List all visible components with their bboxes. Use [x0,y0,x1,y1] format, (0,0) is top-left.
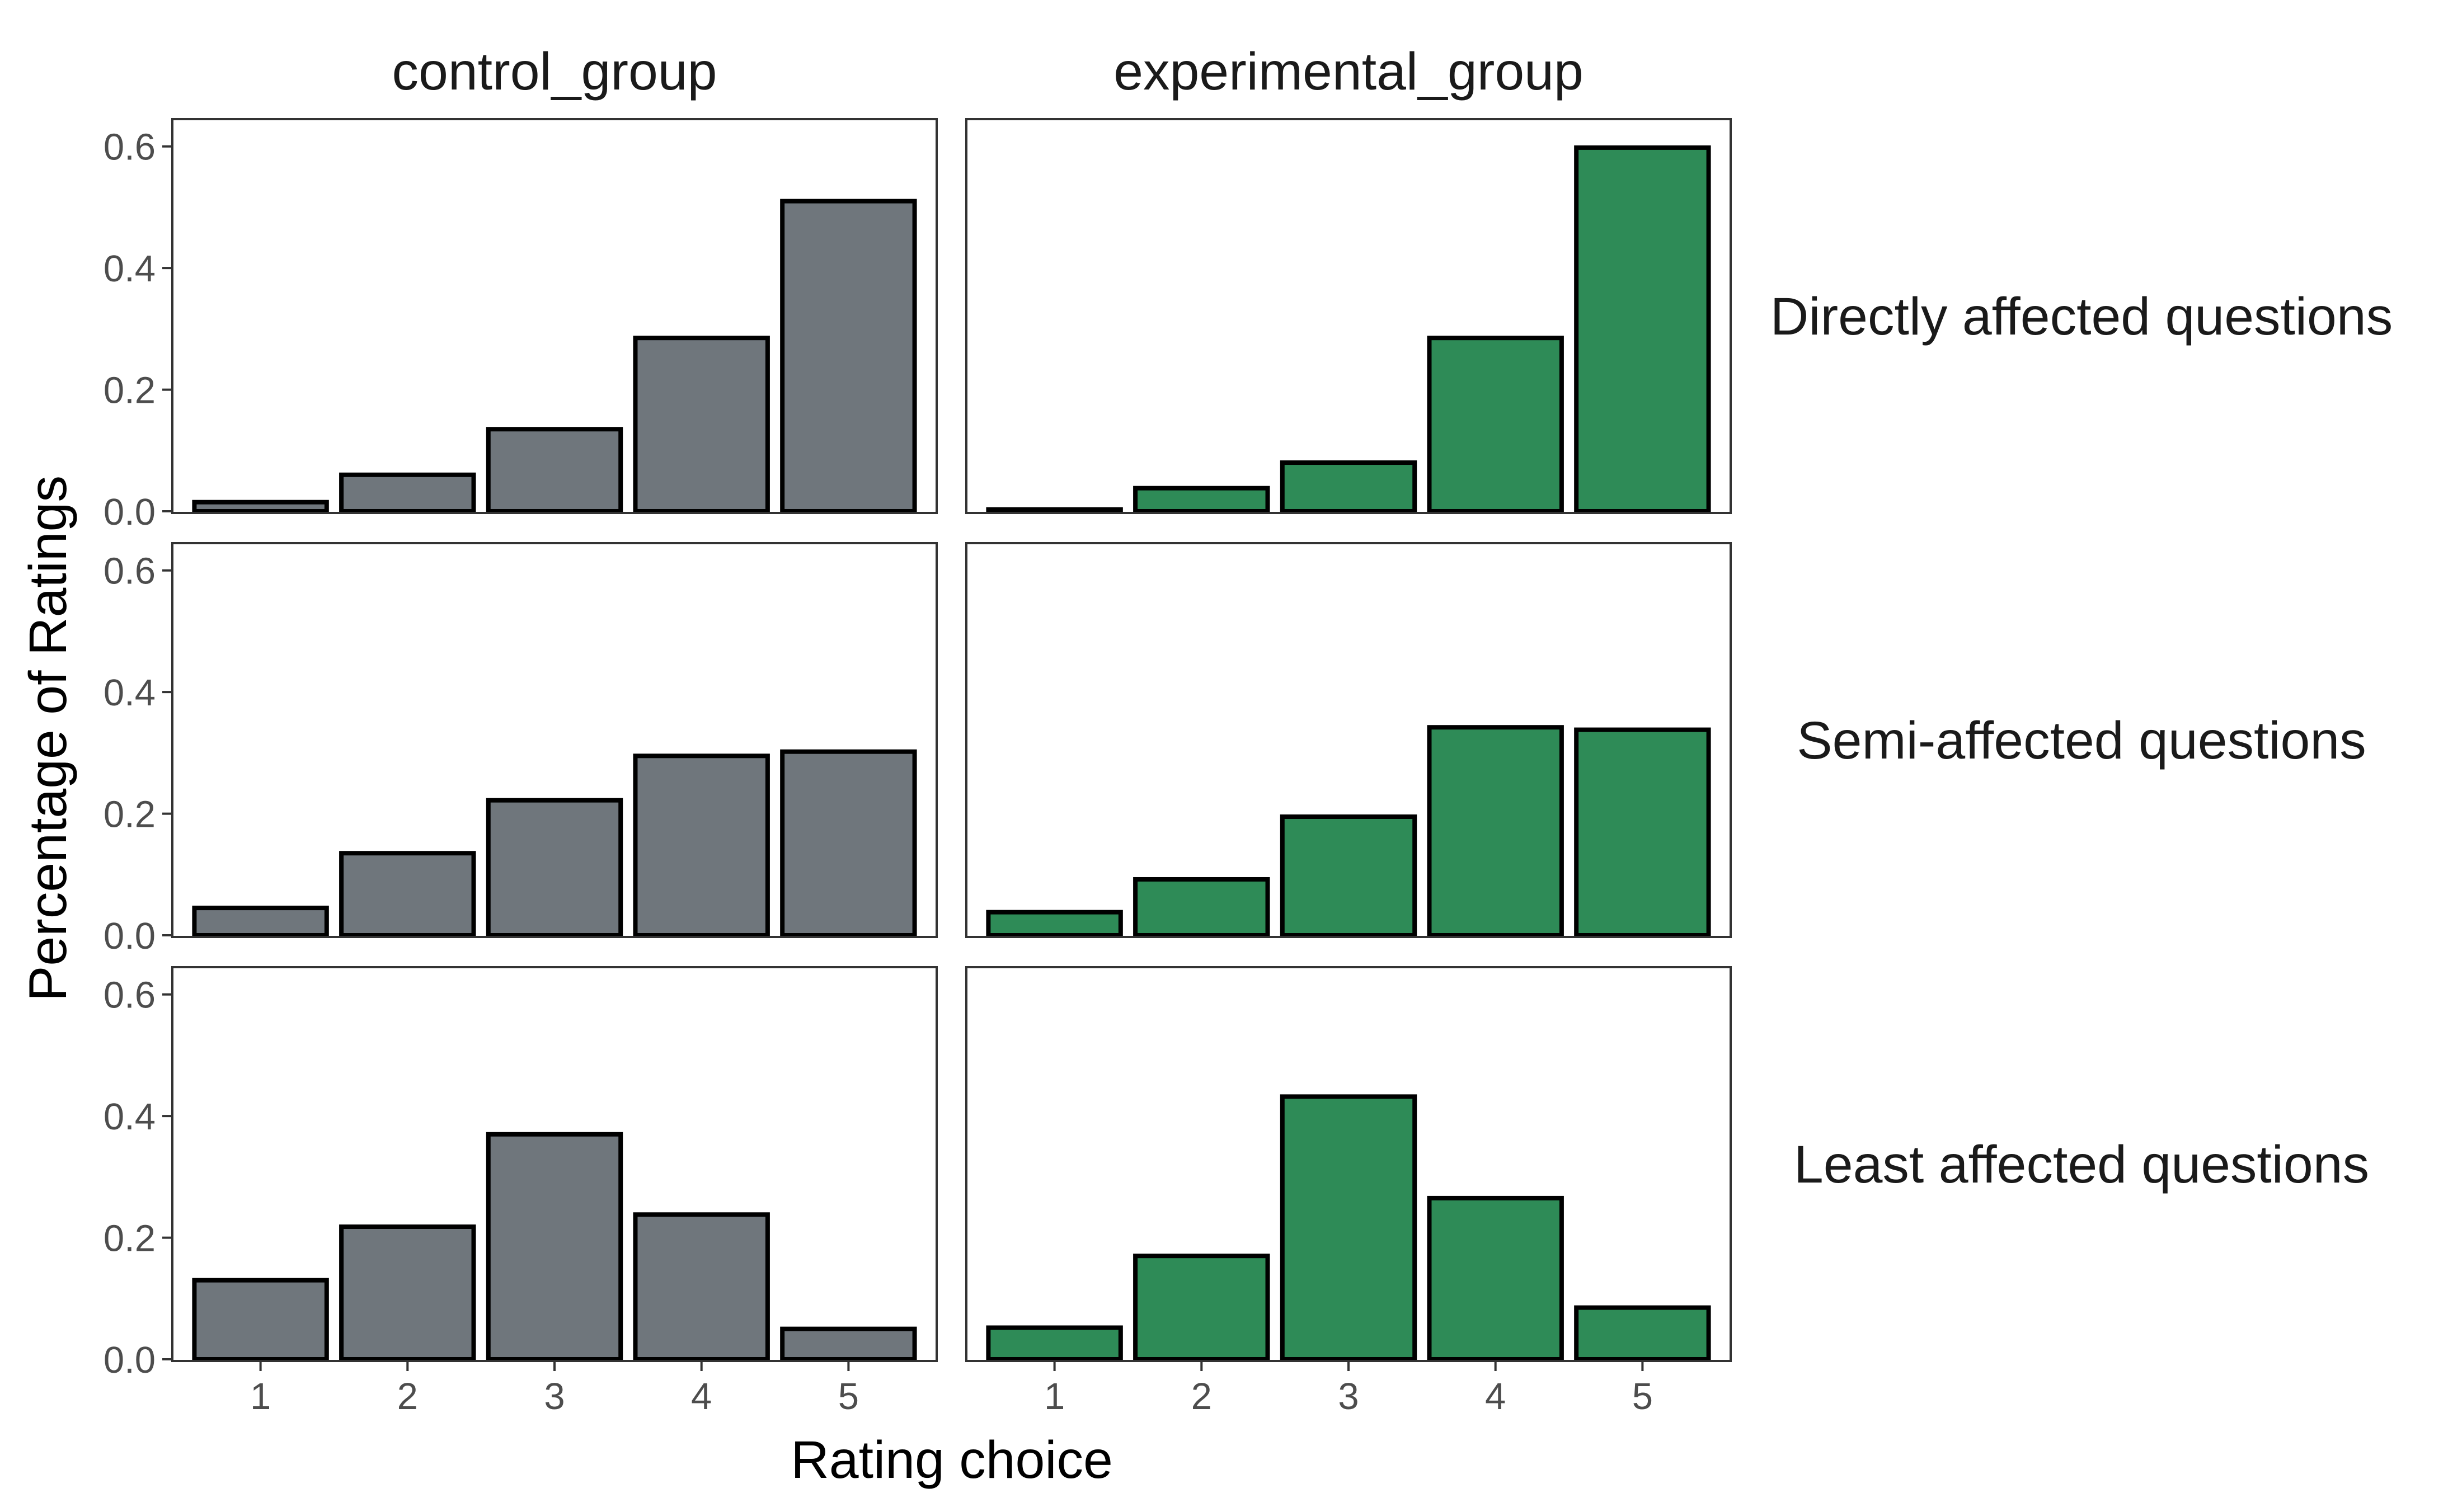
y-tick-label-row1-1: 0.2 [104,370,156,412]
y-tick-label-row2-0: 0.0 [104,915,156,957]
bar-control-group-semi-affected-questions-rating-1 [192,906,329,938]
bar-control-group-semi-affected-questions-rating-2 [339,851,476,938]
bar-experimental-group-least-affected-questions-rating-3 [1280,1094,1417,1362]
x-tick-label-control-group-5: 5 [838,1376,859,1417]
bar-experimental-group-semi-affected-questions-rating-3 [1280,814,1417,938]
x-tick-label-experimental-group-2: 2 [1191,1376,1212,1417]
strip-label-experimental-group: experimental_group [1113,42,1584,101]
y-tick-label-row1-0: 0.0 [104,491,156,533]
bar-control-group-directly-affected-questions-rating-1 [192,500,329,514]
bar-experimental-group-least-affected-questions-rating-2 [1133,1254,1270,1362]
bar-control-group-directly-affected-questions-rating-4 [633,336,770,514]
bar-experimental-group-directly-affected-questions-rating-2 [1133,486,1270,514]
y-tick-label-row2-3: 0.6 [104,550,156,592]
y-tick-label-row2-1: 0.2 [104,794,156,836]
panel-experimental-group-semi-affected-questions [965,542,1732,938]
row-label-semi-affected-questions: Semi-affected questions [1797,711,2366,770]
bar-experimental-group-directly-affected-questions-rating-1 [986,507,1123,514]
x-tick-label-experimental-group-4: 4 [1485,1376,1506,1417]
bar-experimental-group-least-affected-questions-rating-4 [1427,1195,1564,1362]
bar-control-group-least-affected-questions-rating-2 [339,1224,476,1362]
panel-control-group-semi-affected-questions [171,542,938,938]
bar-experimental-group-semi-affected-questions-rating-1 [986,910,1123,938]
facet-grid: control_group experimental_group Directly … [104,42,2393,1417]
panel-experimental-group-directly-affected-questions [965,118,1732,514]
bar-control-group-semi-affected-questions-rating-4 [633,753,770,938]
x-tick-label-experimental-group-1: 1 [1044,1376,1065,1417]
bar-experimental-group-semi-affected-questions-rating-5 [1574,727,1711,938]
bar-control-group-directly-affected-questions-rating-2 [339,472,476,514]
bar-experimental-group-semi-affected-questions-rating-4 [1427,725,1564,938]
x-tick-label-experimental-group-3: 3 [1338,1376,1359,1417]
row-label-least-affected-questions: Least affected questions [1794,1135,2369,1194]
x-tick-label-control-group-4: 4 [691,1376,712,1417]
panel-control-group-directly-affected-questions [171,118,938,514]
bar-control-group-least-affected-questions-rating-4 [633,1212,770,1362]
bar-control-group-least-affected-questions-rating-1 [192,1278,329,1362]
bar-control-group-semi-affected-questions-rating-3 [486,798,623,938]
bar-control-group-semi-affected-questions-rating-5 [780,749,917,938]
x-axis-title: Rating choice [791,1430,1113,1490]
y-tick-label-row3-1: 0.2 [104,1218,156,1260]
bar-control-group-directly-affected-questions-rating-3 [486,427,623,514]
x-tick-label-control-group-1: 1 [250,1376,271,1417]
bar-experimental-group-directly-affected-questions-rating-3 [1280,460,1417,514]
bar-experimental-group-least-affected-questions-rating-1 [986,1325,1123,1362]
strip-label-control-group: control_group [392,42,717,101]
x-tick-label-experimental-group-5: 5 [1632,1376,1653,1417]
y-tick-label-row3-3: 0.6 [104,974,156,1016]
row-label-directly-affected-questions: Directly affected questions [1770,287,2393,346]
y-tick-label-row3-2: 0.4 [104,1096,156,1138]
bar-experimental-group-directly-affected-questions-rating-4 [1427,336,1564,514]
x-tick-label-control-group-3: 3 [544,1376,565,1417]
bar-control-group-directly-affected-questions-rating-5 [780,199,917,514]
bar-experimental-group-semi-affected-questions-rating-2 [1133,877,1270,938]
bar-control-group-least-affected-questions-rating-3 [486,1132,623,1362]
bar-control-group-least-affected-questions-rating-5 [780,1326,917,1362]
bar-experimental-group-directly-affected-questions-rating-5 [1574,145,1711,514]
y-tick-label-row1-3: 0.6 [104,126,156,168]
y-axis-title: Percentage of Ratings [18,475,78,1001]
y-tick-label-row2-2: 0.4 [104,672,156,714]
y-tick-label-row3-0: 0.0 [104,1339,156,1381]
x-tick-label-control-group-2: 2 [397,1376,418,1417]
bar-experimental-group-least-affected-questions-rating-5 [1574,1305,1711,1362]
y-tick-label-row1-2: 0.4 [104,248,156,290]
